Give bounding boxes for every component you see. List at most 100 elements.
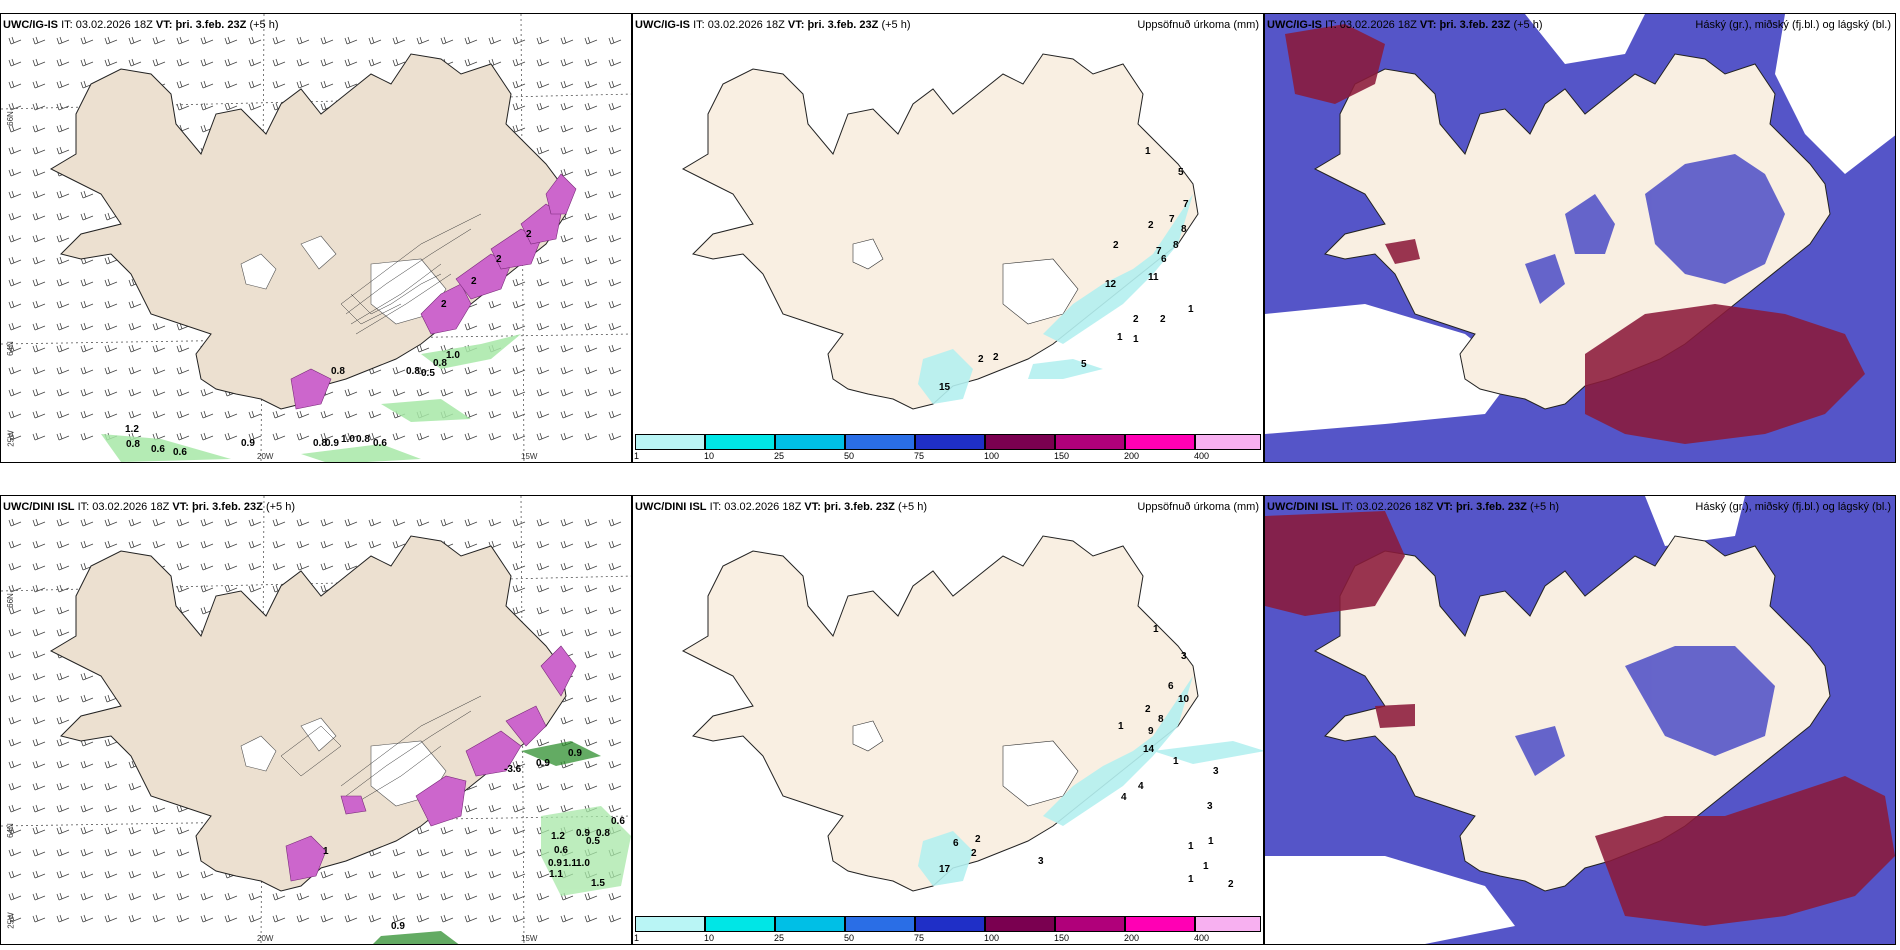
wind-barb: [608, 606, 622, 615]
wind-barb: [584, 190, 598, 199]
wind-barb: [608, 518, 622, 527]
wind-barb: [416, 870, 430, 879]
wind-barb: [56, 760, 70, 769]
wind-barb: [8, 234, 22, 243]
wind-barb: [440, 826, 454, 835]
value-label: 0.5: [586, 836, 600, 847]
wind-barb: [560, 410, 574, 419]
wind-barb: [368, 914, 382, 923]
wind-barb: [104, 540, 118, 549]
wind-panel-top[interactable]: UWC/IG-IS IT: 03.02.2026 18Z VT: þri. 3.…: [0, 13, 632, 463]
cloud-panel-top[interactable]: UWC/IG-IS IT: 03.02.2026 18Z VT: þri. 3.…: [1264, 13, 1896, 463]
wind-barb: [464, 388, 478, 397]
wind-barb: [536, 782, 550, 791]
wind-barb: [104, 344, 118, 353]
wind-barb: [512, 36, 526, 45]
cloud-panel-bottom[interactable]: UWC/DINI ISL IT: 03.02.2026 18Z VT: þri.…: [1264, 495, 1896, 945]
wind-barb: [8, 146, 22, 155]
wind-barb: [8, 672, 22, 681]
wind-barb: [560, 124, 574, 133]
wind-barb: [56, 738, 70, 747]
wind-barb: [32, 212, 46, 221]
value-label: 0.6: [173, 447, 187, 458]
colorbar-tick: 75: [914, 451, 925, 461]
wind-barb: [560, 782, 574, 791]
wind-barb: [8, 366, 22, 375]
wind-barb: [512, 80, 526, 89]
wind-barb: [32, 540, 46, 549]
panel-title: UWC/DINI ISL IT: 03.02.2026 18Z VT: þri.…: [635, 501, 927, 513]
wind-barb: [128, 804, 142, 813]
wind-panel-bottom[interactable]: UWC/DINI ISL IT: 03.02.2026 18Z VT: þri.…: [0, 495, 632, 945]
wind-barb: [368, 870, 382, 879]
wind-barb: [584, 716, 598, 725]
wind-barb: [464, 58, 478, 67]
value-label: 2: [441, 299, 447, 310]
value-label: 1.2: [551, 831, 565, 842]
wind-barb: [128, 410, 142, 419]
wind-barb: [8, 650, 22, 659]
wind-barb: [608, 124, 622, 133]
wind-barb: [272, 892, 286, 901]
wind-barb: [608, 716, 622, 725]
wind-barb: [560, 58, 574, 67]
precip-panel-bottom[interactable]: UWC/DINI ISL IT: 03.02.2026 18Z VT: þri.…: [632, 495, 1264, 945]
wind-barb: [512, 278, 526, 287]
wind-barb: [560, 36, 574, 45]
precip-panel-top[interactable]: UWC/IG-IS IT: 03.02.2026 18Z VT: þri. 3.…: [632, 13, 1264, 463]
wind-barb: [32, 102, 46, 111]
value-label: 1: [1173, 756, 1179, 767]
wind-barb: [344, 892, 358, 901]
wind-barb: [128, 300, 142, 309]
wind-barb: [32, 892, 46, 901]
wind-barb: [272, 410, 286, 419]
wind-barb: [584, 760, 598, 769]
wind-barb: [488, 892, 502, 901]
wind-barb: [512, 540, 526, 549]
value-label: 1: [1153, 624, 1159, 635]
wind-barb: [104, 870, 118, 879]
value-label: 5: [1081, 359, 1087, 370]
wind-barb: [56, 782, 70, 791]
wind-barb: [80, 782, 94, 791]
value-label: 2: [993, 352, 999, 363]
wind-barb: [56, 518, 70, 527]
wind-barb: [248, 432, 262, 441]
cloud-title: Háský (gr.), miðský (fj.bl.) og lágský (…: [1695, 501, 1891, 513]
wind-barb: [152, 410, 166, 419]
wind-barb: [8, 848, 22, 857]
wind-barb: [560, 804, 574, 813]
wind-barb: [320, 36, 334, 45]
wind-barb: [80, 300, 94, 309]
value-label: 8: [1158, 714, 1164, 725]
wind-barb: [56, 146, 70, 155]
wind-barb: [320, 870, 334, 879]
wind-barb: [608, 738, 622, 747]
wind-barb: [560, 256, 574, 265]
value-label: 10: [1178, 694, 1190, 705]
wind-barb: [176, 870, 190, 879]
wind-barb: [8, 606, 22, 615]
wind-barb: [56, 212, 70, 221]
wind-barb: [56, 190, 70, 199]
wind-barb: [176, 388, 190, 397]
wind-barb: [176, 892, 190, 901]
wind-barb: [8, 738, 22, 747]
value-label: 17: [939, 864, 951, 875]
wind-barb: [344, 562, 358, 571]
wind-barb: [8, 410, 22, 419]
wind-barb: [224, 102, 238, 111]
wind-barb: [128, 322, 142, 331]
wind-barb: [296, 410, 310, 419]
wind-barb: [56, 584, 70, 593]
wind-barb: [608, 322, 622, 331]
wind-barb: [344, 410, 358, 419]
wind-barb: [32, 388, 46, 397]
wind-barb: [104, 388, 118, 397]
value-label: 0.8: [406, 366, 420, 377]
wind-barb: [104, 914, 118, 923]
wind-barb: [8, 212, 22, 221]
wind-barb: [152, 826, 166, 835]
wind-barb: [8, 518, 22, 527]
wind-barb: [104, 892, 118, 901]
